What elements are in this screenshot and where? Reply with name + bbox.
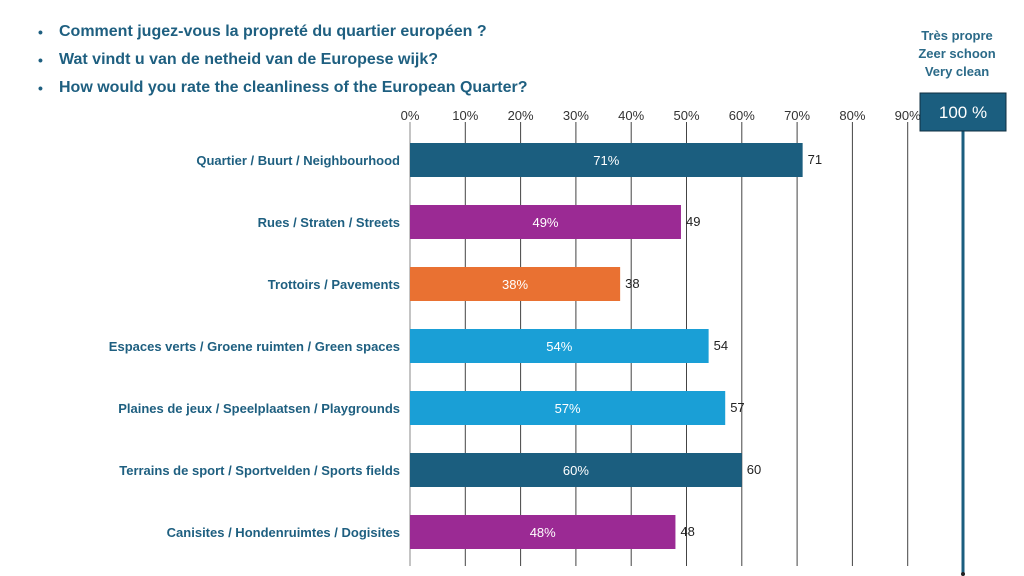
bar	[410, 515, 676, 549]
bar	[410, 391, 726, 425]
bar-end-label: 49	[686, 214, 700, 229]
bar-end-label: 38	[625, 276, 639, 291]
bar-data-label: 57%	[555, 401, 581, 416]
category-label: Espaces verts / Groene ruimten / Green s…	[109, 339, 400, 354]
category-label: Trottoirs / Pavements	[268, 277, 400, 292]
x-tick-label: 60%	[729, 108, 755, 123]
x-tick-label: 0%	[401, 108, 420, 123]
bar-end-label: 54	[714, 338, 728, 353]
question-list: • Comment jugez-vous la propreté du quart…	[38, 18, 528, 102]
bar-data-label: 49%	[532, 215, 558, 230]
category-labels: Quartier / Buurt / Neighbourhood Rues / S…	[109, 153, 400, 540]
x-tick-label: 90%	[895, 108, 921, 123]
x-tick-label: 50%	[673, 108, 699, 123]
reference-marker-endpoint	[961, 572, 965, 576]
bullet-icon: •	[38, 80, 43, 96]
bullet-icon: •	[38, 24, 43, 40]
question-text-fr: Comment jugez-vous la propreté du quarti…	[59, 23, 487, 40]
question-nl: • Wat vindt u van de netheid van de Europ…	[38, 46, 528, 74]
scale-top-label-fr: Très propre	[921, 28, 993, 43]
reference-marker-label: 100 %	[939, 103, 987, 122]
question-text-en: How would you rate the cleanliness of th…	[59, 79, 528, 96]
question-fr: • Comment jugez-vous la propreté du quart…	[38, 18, 528, 46]
x-tick-label: 40%	[618, 108, 644, 123]
bar-end-label: 60	[747, 462, 761, 477]
x-tick-label: 80%	[839, 108, 865, 123]
bar-end-label: 57	[730, 400, 744, 415]
bar	[410, 205, 681, 239]
bar	[410, 267, 621, 301]
category-label: Quartier / Buurt / Neighbourhood	[196, 153, 400, 168]
bar	[410, 329, 709, 363]
reference-marker-box	[919, 92, 1007, 132]
category-label: Rues / Straten / Streets	[258, 215, 400, 230]
reference-marker: 100 %	[919, 92, 1007, 576]
bar	[410, 453, 742, 487]
question-text-nl: Wat vindt u van de netheid van de Europe…	[59, 51, 439, 68]
bullet-icon: •	[38, 52, 43, 68]
category-label: Terrains de sport / Sportvelden / Sports…	[119, 463, 400, 478]
bars: 71% 71 49% 49 38% 38 54% 54 57% 57 60% 60 48% 48	[410, 143, 822, 549]
bar-data-label: 60%	[563, 463, 589, 478]
bar-end-label: 71	[808, 152, 822, 167]
x-tick-label: 30%	[563, 108, 589, 123]
x-tick-labels: 0% 10% 20% 30% 40% 50% 60% 70% 80% 90%	[401, 108, 922, 123]
x-tick-label: 10%	[452, 108, 478, 123]
question-en: • How would you rate the cleanliness of t…	[38, 74, 528, 102]
bar-data-label: 48%	[530, 525, 556, 540]
category-label: Plaines de jeux / Speelplaatsen / Playgr…	[118, 401, 400, 416]
scale-top-label: Très propre Zeer schoon Very clean	[905, 27, 1009, 81]
scale-top-label-nl: Zeer schoon	[918, 46, 996, 61]
bar-end-label: 48	[680, 524, 694, 539]
bar-data-label: 54%	[546, 339, 572, 354]
bar-data-label: 38%	[502, 277, 528, 292]
category-label: Canisites / Hondenruimtes / Dogisites	[167, 525, 400, 540]
bar-data-label: 71%	[593, 153, 619, 168]
scale-top-label-en: Very clean	[924, 64, 990, 79]
x-tick-label: 20%	[508, 108, 534, 123]
x-tick-label: 70%	[784, 108, 810, 123]
bar	[410, 143, 803, 177]
